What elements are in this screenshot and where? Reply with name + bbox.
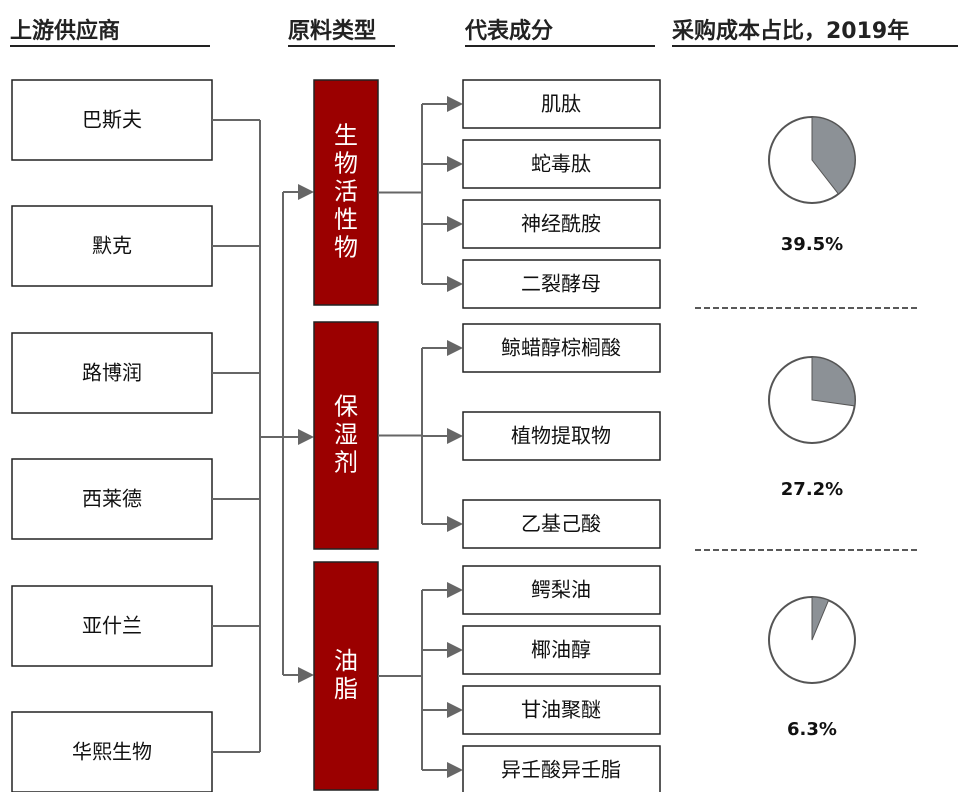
supplier-box xyxy=(11,205,213,287)
category-char: 物 xyxy=(334,234,358,262)
category-box xyxy=(313,321,379,550)
supplier-label: 华熙生物 xyxy=(72,740,152,764)
supplier-label: 默克 xyxy=(92,234,132,258)
supplier-box xyxy=(11,711,213,793)
category-char: 油 xyxy=(334,647,358,675)
category-label: 生物活性物 xyxy=(334,122,358,262)
ingredient-box xyxy=(462,745,661,795)
supplier-label: 亚什兰 xyxy=(82,614,142,638)
ingredient-label: 鲸蜡醇棕榈酸 xyxy=(501,336,621,360)
ingredient-box xyxy=(462,79,661,129)
ingredient-label: 椰油醇 xyxy=(531,638,591,662)
ingredient-label: 鳄梨油 xyxy=(531,578,591,602)
ingredient-box xyxy=(462,139,661,189)
header: 上游供应商 xyxy=(10,18,120,44)
ingredient-box xyxy=(462,565,661,615)
category-label: 油脂 xyxy=(334,647,358,703)
header: 代表成分 xyxy=(464,19,553,44)
pie-wedge xyxy=(811,116,856,195)
pie-label: 6.3% xyxy=(787,719,837,740)
ingredient-box xyxy=(462,685,661,735)
ingredient-box xyxy=(462,625,661,675)
ingredient-box xyxy=(462,259,661,309)
supplier-label: 西莱德 xyxy=(82,487,142,511)
ingredient-label: 肌肽 xyxy=(541,92,581,116)
ingredient-label: 甘油聚醚 xyxy=(521,698,601,722)
category-char: 脂 xyxy=(334,675,358,703)
supplier-box xyxy=(11,79,213,161)
pie-wedge xyxy=(811,356,856,407)
category-char: 保 xyxy=(334,393,358,421)
ingredient-box xyxy=(462,499,661,549)
category-box xyxy=(313,561,379,791)
ingredient-box xyxy=(462,199,661,249)
category-box xyxy=(313,79,379,306)
supplier-box xyxy=(11,458,213,540)
pie-label: 39.5% xyxy=(781,234,843,255)
ingredient-label: 异壬酸异壬脂 xyxy=(501,758,621,782)
category-char: 活 xyxy=(334,178,358,206)
ingredient-box xyxy=(462,411,661,461)
ingredient-label: 神经酰胺 xyxy=(521,212,601,236)
category-char: 湿 xyxy=(334,421,358,449)
category-char: 剂 xyxy=(334,449,358,477)
category-label: 保湿剂 xyxy=(334,393,358,477)
supplier-label: 路博润 xyxy=(82,361,142,385)
pie-label: 27.2% xyxy=(781,479,843,500)
ingredient-label: 乙基己酸 xyxy=(521,512,601,536)
ingredient-label: 蛇毒肽 xyxy=(531,152,591,176)
category-char: 生 xyxy=(334,122,358,150)
header: 采购成本占比，2019年 xyxy=(672,18,909,44)
ingredient-label: 二裂酵母 xyxy=(521,272,601,296)
category-char: 物 xyxy=(334,150,358,178)
supplier-label: 巴斯夫 xyxy=(82,108,142,132)
header: 原料类型 xyxy=(288,19,376,44)
category-char: 性 xyxy=(334,206,358,234)
pie-wedge xyxy=(811,596,830,641)
ingredient-label: 植物提取物 xyxy=(511,424,611,448)
ingredient-box xyxy=(462,323,661,373)
